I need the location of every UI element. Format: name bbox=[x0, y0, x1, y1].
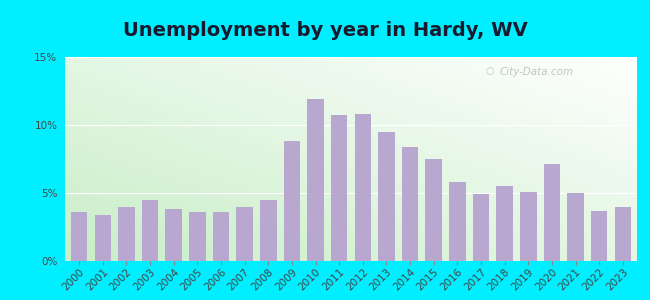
Bar bbox=[94, 215, 111, 261]
Bar bbox=[283, 141, 300, 261]
Bar bbox=[142, 200, 159, 261]
Bar bbox=[426, 159, 442, 261]
Bar bbox=[260, 200, 276, 261]
Bar bbox=[497, 186, 513, 261]
Bar bbox=[473, 194, 489, 261]
Bar bbox=[402, 147, 419, 261]
Bar bbox=[189, 212, 205, 261]
Text: City-Data.com: City-Data.com bbox=[500, 67, 574, 77]
Bar bbox=[614, 207, 631, 261]
Bar bbox=[213, 212, 229, 261]
Bar bbox=[354, 114, 371, 261]
Bar bbox=[331, 116, 348, 261]
Bar bbox=[307, 99, 324, 261]
Bar bbox=[567, 193, 584, 261]
Bar bbox=[520, 192, 536, 261]
Bar bbox=[449, 182, 465, 261]
Bar bbox=[591, 211, 608, 261]
Bar bbox=[378, 132, 395, 261]
Bar bbox=[118, 207, 135, 261]
Bar bbox=[71, 212, 88, 261]
Text: Unemployment by year in Hardy, WV: Unemployment by year in Hardy, WV bbox=[123, 21, 527, 40]
Bar bbox=[166, 209, 182, 261]
Bar bbox=[543, 164, 560, 261]
Bar bbox=[237, 207, 253, 261]
Text: ○: ○ bbox=[486, 66, 494, 76]
